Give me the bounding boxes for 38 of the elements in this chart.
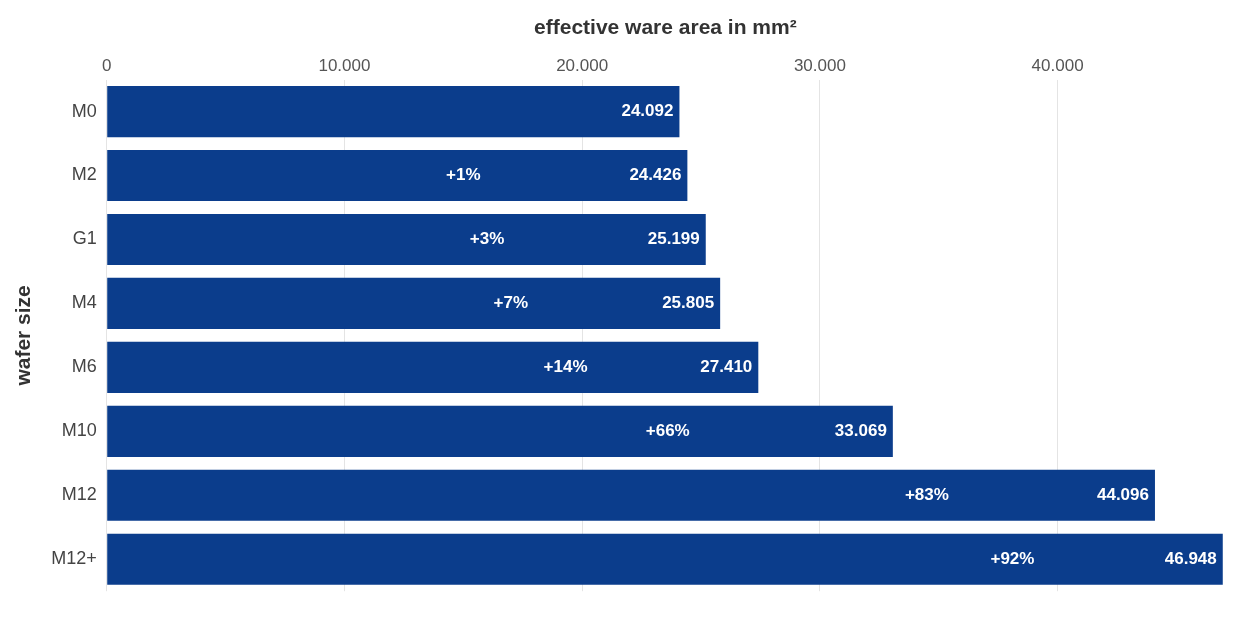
data-label: 44.096 bbox=[1096, 484, 1149, 504]
bar bbox=[107, 149, 688, 202]
data-label: 24.426 bbox=[629, 165, 682, 185]
data-label: 27.410 bbox=[700, 357, 753, 377]
x-tick-label: 0 bbox=[101, 56, 112, 76]
y-tick-label: G1 bbox=[72, 228, 97, 249]
y-tick-label: M10 bbox=[61, 420, 97, 441]
x-tick-label: 20.000 bbox=[556, 56, 609, 76]
annotation: +66% bbox=[645, 421, 690, 441]
annotation: +83% bbox=[904, 484, 949, 504]
data-label: 25.199 bbox=[647, 229, 700, 249]
bar bbox=[107, 213, 706, 266]
bar bbox=[107, 277, 721, 330]
annotation: +14% bbox=[543, 357, 588, 377]
annotation: +7% bbox=[493, 293, 529, 313]
x-tick-label: 10.000 bbox=[318, 56, 371, 76]
annotation: +92% bbox=[990, 548, 1035, 568]
y-tick-label: M12 bbox=[61, 484, 97, 505]
data-label: 33.069 bbox=[834, 421, 887, 441]
y-axis-title: wafer size bbox=[11, 285, 35, 387]
bar bbox=[107, 533, 1223, 585]
data-label: 25.805 bbox=[662, 293, 715, 313]
data-label: 46.948 bbox=[1164, 548, 1217, 568]
y-tick-label: M0 bbox=[71, 100, 97, 121]
bar bbox=[107, 469, 1155, 521]
data-label: 24.092 bbox=[621, 101, 674, 121]
x-tick-label: 30.000 bbox=[793, 56, 846, 76]
y-tick-label: M4 bbox=[71, 292, 97, 313]
y-tick-label: M6 bbox=[71, 356, 97, 377]
x-tick-label: 40.000 bbox=[1031, 56, 1084, 76]
annotation: +1% bbox=[446, 165, 481, 185]
x-axis-title: effective ware area in mm² bbox=[534, 15, 797, 39]
bar bbox=[107, 86, 680, 138]
bar bbox=[107, 405, 893, 457]
y-tick-label: M12+ bbox=[51, 548, 97, 569]
annotation: +3% bbox=[469, 229, 505, 249]
bar bbox=[107, 341, 759, 393]
y-tick-label: M2 bbox=[71, 164, 97, 185]
